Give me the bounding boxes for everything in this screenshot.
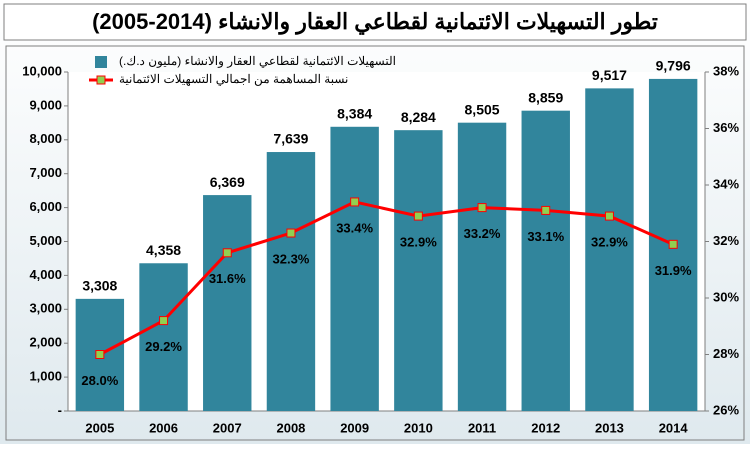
y-tick-label: -	[58, 402, 62, 417]
x-tick-label: 2012	[531, 420, 560, 435]
y2-tick-label: 32%	[713, 233, 739, 248]
chart-title: تطور التسهيلات الائتمانية لقطاعي العقار …	[92, 9, 658, 35]
x-tick-label: 2005	[85, 420, 114, 435]
y2-tick-label: 26%	[713, 402, 739, 417]
x-tick-label: 2014	[659, 420, 689, 435]
bar	[330, 126, 379, 411]
bar-value-label: 4,358	[146, 242, 181, 258]
line-marker	[159, 316, 169, 326]
legend-marker	[96, 75, 106, 85]
line-value-label: 33.4%	[336, 220, 373, 235]
bar	[139, 263, 188, 411]
bar-value-label: 7,639	[273, 131, 308, 147]
line-value-label: 28.0%	[81, 373, 118, 388]
bar-value-label: 8,859	[528, 89, 563, 105]
x-tick-label: 2007	[213, 420, 242, 435]
line-marker	[95, 350, 105, 359]
line-marker	[477, 203, 487, 213]
bar-value-label: 6,369	[210, 174, 245, 190]
bar-value-label: 9,517	[592, 67, 627, 83]
y-tick-label: 10,000	[22, 63, 62, 78]
title-box	[3, 3, 747, 41]
x-tick-label: 2013	[595, 420, 624, 435]
line-value-label: 31.6%	[209, 271, 246, 286]
line-value-label: 33.2%	[464, 226, 501, 241]
line-marker	[541, 205, 551, 215]
bar	[457, 122, 507, 412]
y-tick-label: 8,000	[29, 131, 62, 146]
bar	[203, 195, 252, 411]
bar-value-label: 8,505	[465, 101, 500, 117]
line-marker	[413, 211, 423, 221]
x-tick-label: 2009	[340, 420, 369, 435]
line-marker	[350, 197, 360, 207]
line-marker	[222, 248, 232, 258]
y-tick-label: 6,000	[29, 199, 62, 214]
line-value-label: 31.9%	[655, 263, 692, 278]
y-tick-label: 3,000	[29, 301, 62, 316]
y-tick-label: 7,000	[29, 165, 62, 180]
x-tick-label: 2011	[468, 420, 496, 435]
y2-tick-label: 36%	[713, 120, 739, 135]
bar-value-label: 8,284	[401, 109, 436, 125]
y2-tick-label: 28%	[713, 346, 739, 361]
y-tick-label: 5,000	[29, 233, 62, 248]
line-value-label: 32.9%	[400, 235, 437, 250]
frame	[5, 45, 745, 441]
line	[99, 200, 674, 356]
line-marker	[604, 211, 614, 221]
x-tick-label: 2008	[276, 420, 305, 435]
y-tick-label: 9,000	[29, 97, 62, 112]
line-value-label: 32.3%	[273, 251, 310, 266]
y-tick-label: 1,000	[29, 369, 62, 384]
x-tick-label: 2006	[149, 420, 178, 435]
y2-tick-label: 34%	[713, 176, 739, 191]
line-value-label: 29.2%	[145, 339, 182, 354]
x-tick-label: 2010	[404, 420, 433, 435]
line-value-label: 32.9%	[591, 235, 628, 250]
y2-tick-label: 38%	[713, 63, 739, 78]
bar-value-label: 3,308	[82, 278, 117, 294]
y2-tick-label: 30%	[713, 289, 739, 304]
legend-label: التسهيلات الائتمانية لقطاعي العقار والان…	[119, 54, 396, 68]
bar	[266, 152, 316, 411]
legend-label: نسبة المساهمة من اجمالي التسهيلات الائتم…	[119, 72, 348, 86]
bar	[585, 88, 634, 411]
line-marker	[668, 239, 678, 249]
y-tick-label: 4,000	[29, 267, 62, 282]
bar-value-label: 8,384	[337, 105, 372, 121]
line-value-label: 33.1%	[527, 229, 564, 244]
y-tick-label: 2,000	[29, 335, 62, 350]
line-marker	[286, 228, 296, 238]
bar	[521, 110, 570, 411]
bar-value-label: 9,796	[656, 58, 691, 74]
legend-swatch	[95, 56, 107, 68]
bar	[394, 130, 443, 411]
